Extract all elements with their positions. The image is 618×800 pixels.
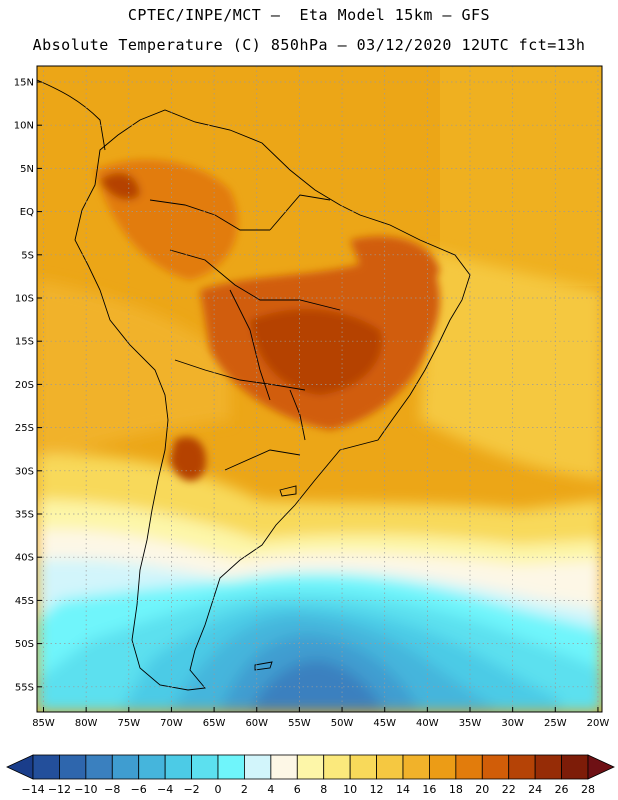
colorbar-arrow-low (6, 754, 34, 780)
temperature-map: 15N 10N 5N EQ 5S 10S 15S 20S 25S 30S 35S 40S 45S 50S 5… (14, 65, 609, 729)
lat-label: 30S (15, 466, 34, 477)
colorbar-box (59, 754, 87, 780)
colorbar: −14 −12 −10 −8 −6 −4 −2 0 2 4 6 8 10 12 14 16 18 20 22 24 26… (6, 754, 615, 796)
colorbar-label: 24 (528, 783, 542, 796)
colorbar-label: 8 (320, 783, 327, 796)
colorbar-label: −12 (48, 783, 71, 796)
colorbar-box (508, 754, 536, 780)
colorbar-box (481, 754, 510, 780)
colorbar-label: −4 (157, 783, 173, 796)
lat-label: 5S (21, 250, 34, 261)
colorbar-label: 22 (502, 783, 516, 796)
lon-label: 75W (117, 718, 140, 729)
lat-label: 15N (14, 78, 34, 89)
colorbar-label: 6 (294, 783, 301, 796)
lon-label: 60W (245, 718, 268, 729)
lon-label: 85W (32, 718, 55, 729)
colorbar-box (429, 754, 457, 780)
lat-label: 55S (15, 682, 34, 693)
map-frame (36, 65, 603, 713)
lat-label: EQ (20, 207, 34, 218)
lon-label: 20W (587, 718, 610, 729)
temperature-field (37, 66, 602, 712)
lon-label: 35W (459, 718, 482, 729)
lon-label: 40W (416, 718, 439, 729)
lon-label: 80W (75, 718, 98, 729)
colorbar-label: 10 (343, 783, 357, 796)
lon-label: 25W (544, 718, 567, 729)
colorbar-label: 14 (396, 783, 410, 796)
colorbar-arrow-high (587, 754, 615, 780)
colorbar-label: 18 (449, 783, 463, 796)
colorbar-label: −14 (21, 783, 44, 796)
longitude-labels: 85W 80W 75W 70W 65W 60W 55W 50W 45W 40W 35W 30W 25W 2… (32, 707, 609, 729)
lon-label: 65W (203, 718, 226, 729)
colorbar-label: 20 (475, 783, 489, 796)
colorbar-label: −8 (104, 783, 120, 796)
colorbar-box (376, 754, 404, 780)
colorbar-box (534, 754, 562, 780)
colorbar-box (244, 754, 272, 780)
colorbar-label: 16 (422, 783, 436, 796)
colorbar-box (402, 754, 430, 780)
lat-label: 50S (15, 639, 34, 650)
coastlines-and-borders (37, 79, 471, 691)
colorbar-box (111, 754, 140, 780)
chart-title: CPTEC/INPE/MCT – Eta Model 15km – GFS (127, 6, 491, 24)
colorbar-label: 12 (370, 783, 384, 796)
colorbar-box (217, 754, 245, 780)
lat-label: 35S (15, 510, 34, 521)
colorbar-label: 28 (581, 783, 595, 796)
lon-label: 55W (288, 718, 311, 729)
colorbar-box (85, 754, 113, 780)
colorbar-box (138, 754, 166, 780)
lat-label: 5N (20, 164, 34, 175)
lat-label: 15S (15, 337, 34, 348)
lat-label: 25S (15, 423, 34, 434)
colorbar-box (455, 754, 483, 780)
colorbar-box (561, 754, 589, 780)
colorbar-label: 26 (555, 783, 569, 796)
colorbar-label: 2 (241, 783, 248, 796)
colorbar-box (296, 754, 325, 780)
lon-label: 45W (373, 718, 396, 729)
colorbar-box (32, 754, 60, 780)
colorbar-label: −2 (183, 783, 199, 796)
chart-subtitle: Absolute Temperature (C) 850hPa – 03/12/… (32, 36, 586, 54)
lat-label: 20S (15, 380, 34, 391)
lat-label: 10S (15, 294, 34, 305)
lat-label: 45S (15, 596, 34, 607)
colorbar-box (164, 754, 192, 780)
colorbar-label: −10 (74, 783, 97, 796)
colorbar-box (323, 754, 351, 780)
lon-label: 50W (331, 718, 354, 729)
colorbar-label: −6 (131, 783, 147, 796)
colorbar-box (270, 754, 298, 780)
lat-label: 10N (14, 121, 34, 132)
colorbar-label: 4 (267, 783, 274, 796)
colorbar-label: 0 (215, 783, 222, 796)
lat-label: 40S (15, 553, 34, 564)
latitude-labels: 15N 10N 5N EQ 5S 10S 15S 20S 25S 30S 35S 40S 45S 50S 5… (14, 78, 42, 693)
lon-label: 70W (160, 718, 183, 729)
colorbar-box (191, 754, 219, 780)
colorbar-box (349, 754, 377, 780)
lon-label: 30W (501, 718, 524, 729)
